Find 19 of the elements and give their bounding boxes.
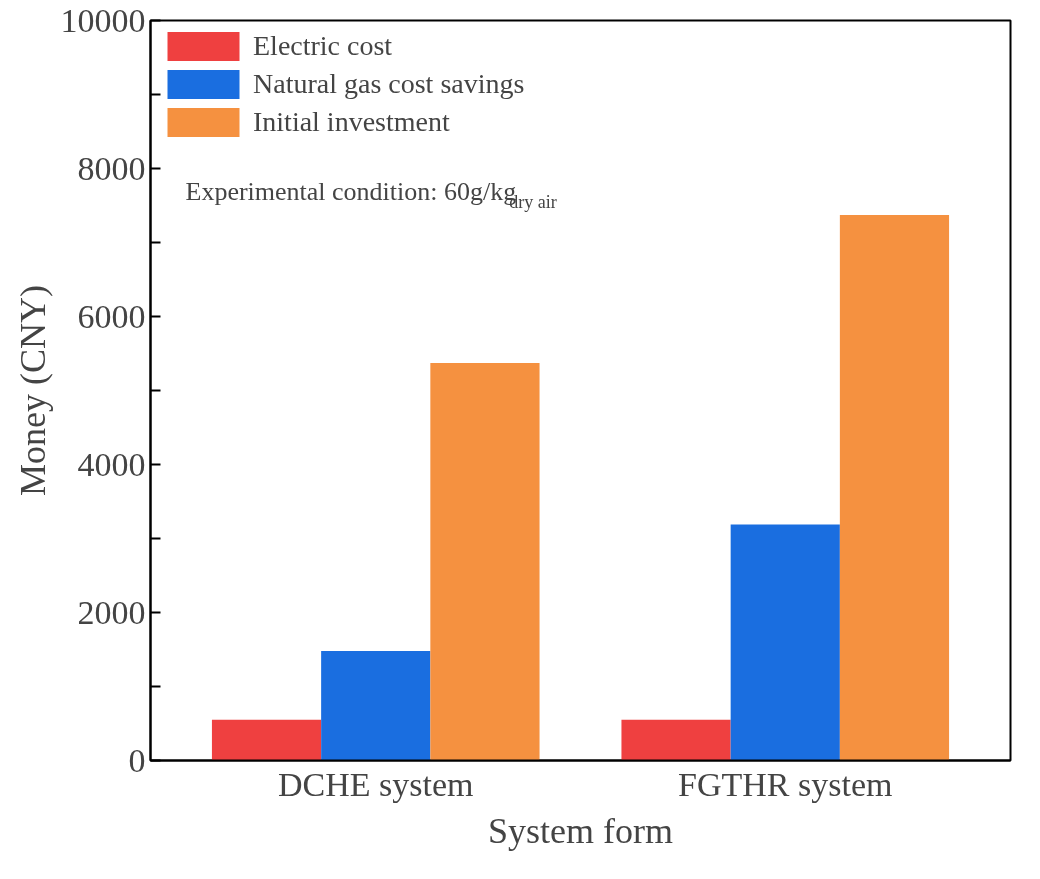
legend-label: Initial investment	[253, 105, 450, 139]
y-tick-label: 8000	[77, 149, 146, 187]
y-axis-title: Money (CNY)	[12, 285, 53, 496]
x-tick-label: DCHE system	[277, 765, 474, 803]
legend-label: Natural gas cost savings	[253, 67, 525, 101]
bar	[621, 719, 731, 761]
bar	[730, 524, 840, 761]
bar	[430, 363, 540, 761]
x-tick-label: FGTHR system	[678, 765, 893, 803]
y-tick-label: 2000	[77, 593, 146, 631]
x-axis-title: System form	[488, 810, 673, 851]
legend-label: Electric cost	[253, 29, 393, 63]
bar	[839, 215, 950, 761]
bar	[321, 650, 431, 761]
y-tick-label: 10000	[60, 1, 146, 39]
y-tick-label: 4000	[77, 445, 146, 483]
y-tick-label: 6000	[77, 297, 146, 335]
y-tick-label: 0	[128, 741, 146, 779]
bar	[211, 719, 322, 761]
